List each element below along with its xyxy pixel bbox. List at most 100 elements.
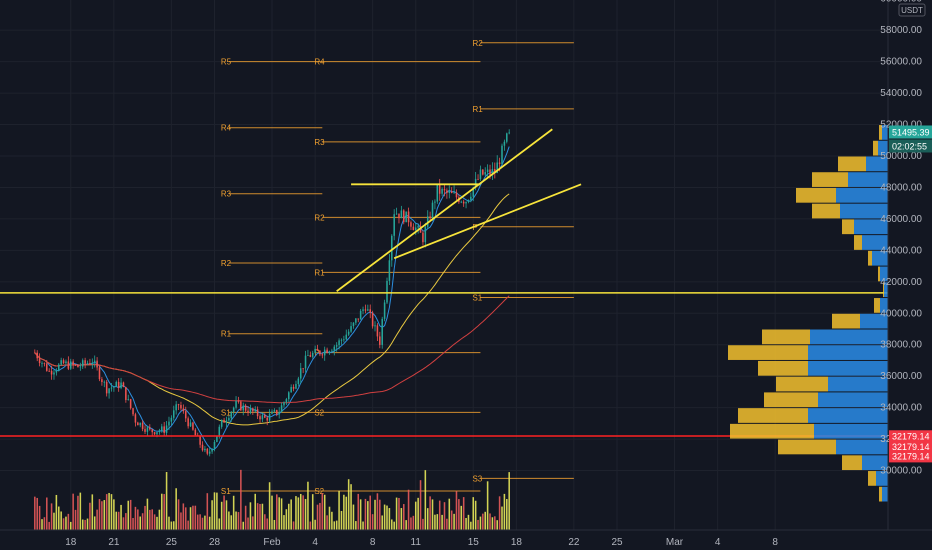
volume-bar: [244, 505, 247, 530]
candle-body: [436, 184, 439, 202]
candle-body: [297, 378, 300, 385]
vp-down-bar: [876, 471, 888, 486]
volume-bar: [424, 470, 427, 530]
time-axis[interactable]: 18 21 25 28 Feb 4 8 11 15 18 22 25 Mar 4 8: [0, 529, 932, 548]
candle-body: [417, 226, 419, 228]
candle-body: [93, 360, 96, 363]
volume-bar: [412, 515, 415, 530]
volume-bar: [299, 493, 302, 530]
candle-body: [41, 362, 43, 364]
red-price-tag: [889, 430, 932, 443]
candle-body: [105, 381, 108, 394]
candle-body: [388, 260, 391, 281]
candle-body: [276, 409, 278, 415]
volume-bar: [501, 506, 503, 530]
date-tick-label: 4: [715, 537, 721, 548]
volume-bar: [359, 499, 362, 530]
volume-bar: [491, 517, 494, 530]
vp-up-bar: [758, 360, 808, 376]
volume-bar: [474, 500, 477, 530]
volume-bar: [321, 493, 324, 530]
candle-body: [264, 415, 266, 418]
volume-bar: [108, 492, 110, 530]
candle-body: [156, 432, 158, 435]
date-tick-label: 28: [209, 537, 221, 548]
candle-body: [302, 368, 304, 370]
volume-bar: [355, 521, 357, 530]
volume-bar: [307, 481, 309, 530]
volume-bar: [400, 508, 403, 530]
pivot-label: R3: [314, 138, 325, 147]
candle-body: [470, 196, 472, 200]
ma-long-line: [34, 295, 510, 404]
candle-body: [86, 363, 89, 364]
candle-body: [335, 345, 338, 347]
candle-body: [431, 202, 434, 219]
candle-body: [235, 400, 237, 408]
vp-down-bar: [866, 156, 888, 172]
candle-body: [299, 368, 302, 379]
currency-box[interactable]: [898, 3, 926, 17]
candle-body: [252, 408, 254, 412]
candle-body: [422, 232, 424, 243]
vp-up-bar: [762, 329, 810, 345]
candlesticks: [34, 129, 510, 457]
volume-bar: [268, 482, 271, 530]
candle-body: [91, 362, 94, 365]
volume-bar: [292, 521, 295, 530]
candle-body: [280, 405, 283, 413]
candle-body: [491, 168, 494, 175]
candle-body: [374, 325, 376, 327]
pivot-label: R2: [314, 213, 325, 222]
candle-body: [419, 226, 422, 233]
candle-body: [69, 361, 72, 369]
volume-bar: [153, 514, 156, 530]
candle-body: [309, 355, 312, 357]
price-tick-label: 56000.00: [880, 57, 922, 68]
volume-bar: [467, 514, 470, 530]
volume-bar: [101, 501, 103, 530]
candle-body: [101, 379, 103, 383]
volume-bar: [180, 512, 182, 530]
candle-body: [347, 331, 350, 335]
date-tick-label: 8: [772, 537, 778, 548]
volume-bar: [319, 502, 321, 530]
candle-body: [434, 201, 436, 203]
candle-body: [331, 350, 333, 352]
volume-bar: [177, 499, 180, 530]
candle-body: [503, 141, 506, 146]
volume-bar: [105, 494, 108, 530]
volume-bar: [46, 497, 48, 530]
volume-bar: [280, 498, 283, 530]
volume-bar: [434, 514, 436, 530]
volume-bar: [335, 520, 338, 530]
candle-body: [283, 402, 285, 406]
candle-body: [110, 387, 113, 389]
candle-body: [496, 162, 498, 174]
candle-body: [407, 211, 410, 223]
trendline: [393, 183, 582, 260]
vp-down-bar: [836, 187, 888, 203]
vp-up-bar: [776, 376, 828, 392]
candle-body: [266, 417, 268, 421]
volume-bar: [120, 504, 122, 530]
candle-body: [62, 360, 65, 364]
volume-bar: [110, 494, 113, 530]
volume-bar: [340, 510, 343, 530]
vp-up-bar: [874, 298, 880, 313]
volume-bar: [309, 521, 312, 530]
vp-up-bar: [879, 125, 882, 140]
candle-body: [182, 408, 185, 412]
candle-body: [65, 361, 67, 364]
candle-body: [285, 399, 288, 403]
volume-bar: [443, 502, 446, 530]
vp-up-bar: [868, 471, 876, 486]
vp-up-bar: [812, 172, 848, 187]
candle-body: [357, 318, 360, 320]
candle-body: [144, 429, 146, 432]
volume-bar: [144, 505, 146, 530]
last-price-tag: [889, 125, 932, 139]
date-tick-label: 8: [370, 537, 376, 548]
candle-body: [98, 367, 101, 380]
